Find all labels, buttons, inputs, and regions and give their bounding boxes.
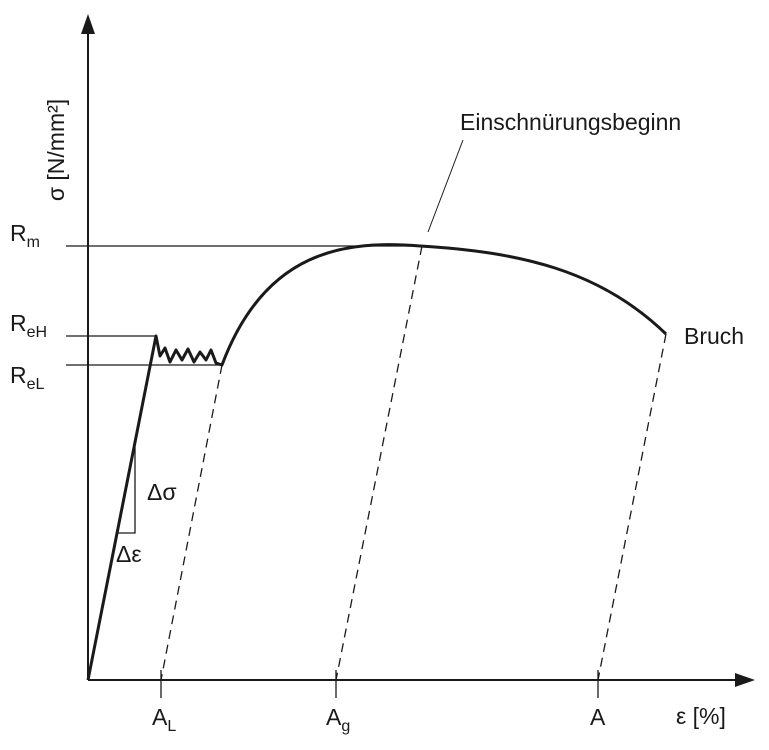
unloading-line-al xyxy=(160,364,223,681)
delta-epsilon-label: Δε xyxy=(116,541,142,567)
label-ag: Ag xyxy=(326,704,350,735)
label-a-main: A xyxy=(590,704,606,730)
necking-leader-line xyxy=(427,139,464,233)
delta-sigma-label: Δσ xyxy=(147,479,177,505)
stress-strain-curve xyxy=(86,243,668,681)
label-ag-sub: g xyxy=(341,718,350,735)
fracture-label: Bruch xyxy=(684,323,744,349)
label-rel-main: R xyxy=(10,362,27,388)
slope-triangle xyxy=(117,447,136,534)
label-al: AL xyxy=(152,704,176,735)
unloading-line-ag xyxy=(335,245,423,681)
label-rm: Rm xyxy=(10,220,40,251)
label-rel: ReL xyxy=(10,362,45,393)
label-ag-main: A xyxy=(326,704,342,730)
unloading-line-a xyxy=(597,333,667,681)
label-reh: ReH xyxy=(10,310,47,341)
label-reh-sub: eH xyxy=(27,324,47,341)
necking-label: Einschnürungsbeginn xyxy=(460,109,681,135)
label-reh-main: R xyxy=(10,310,27,336)
y-axis-arrowhead xyxy=(81,14,95,34)
label-rm-sub: m xyxy=(27,234,40,251)
x-axis-label: ε [%] xyxy=(676,703,726,729)
y-axis-label: σ [N/mm²] xyxy=(43,99,69,201)
label-rm-main: R xyxy=(10,220,27,246)
label-al-sub: L xyxy=(167,718,176,735)
label-al-main: A xyxy=(152,704,168,730)
x-axis-arrowhead xyxy=(735,673,755,687)
label-a: A xyxy=(590,704,606,730)
label-rel-sub: eL xyxy=(27,376,45,393)
